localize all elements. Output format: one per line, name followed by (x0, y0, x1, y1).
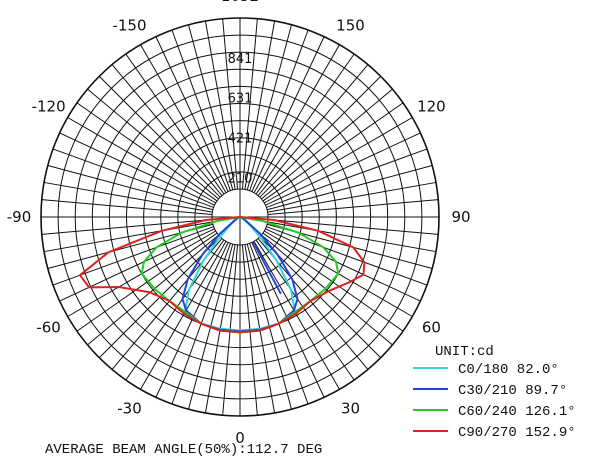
grid-spoke (76, 102, 218, 202)
grid-spoke (87, 88, 219, 200)
grid-spoke (125, 239, 225, 381)
grid-spoke (111, 64, 223, 196)
grid-spoke (263, 117, 413, 204)
grid-spoke (262, 232, 404, 332)
grid-spoke (125, 53, 225, 195)
angle-tick-label: 60 (422, 319, 441, 337)
grid-spoke (43, 221, 213, 253)
grid-spoke (140, 240, 227, 390)
grid-spoke (52, 148, 214, 208)
legend-label: C60/240 126.1° (458, 404, 576, 420)
angle-tick-label: 0 (235, 429, 245, 447)
angle-tick-label: 120 (417, 98, 446, 116)
angle-tick-label: -60 (36, 319, 61, 337)
angle-tick-label: -120 (32, 98, 66, 116)
grid-spoke (155, 36, 229, 192)
grid-spoke (266, 226, 428, 286)
grid-spoke (98, 75, 221, 198)
angle-tick-label: 90 (451, 208, 470, 226)
grid-spoke (266, 148, 428, 208)
grid-spoke (257, 64, 369, 196)
series-line-3 (79, 216, 366, 334)
grid-spoke (261, 234, 393, 346)
grid-spoke (259, 75, 382, 198)
unit-label: UNIT:cd (435, 344, 494, 360)
grid-spoke (253, 240, 340, 390)
grid-spoke (76, 232, 218, 332)
grid-spoke (47, 165, 214, 211)
grid-spoke (267, 218, 439, 235)
grid-spoke (266, 165, 433, 211)
angle-tick-label: 150 (336, 17, 365, 35)
grid-spoke (249, 29, 309, 191)
legend-label: C30/210 89.7° (458, 383, 567, 399)
grid-spoke (255, 53, 355, 195)
angle-tick-label: -30 (117, 399, 142, 417)
grid-spoke (253, 44, 340, 194)
radial-tick-label: 210 (228, 171, 253, 186)
grid-spoke (59, 228, 215, 302)
grid-spoke (241, 18, 258, 190)
angle-tick-label: -150 (112, 17, 146, 35)
grid-spoke (261, 88, 393, 200)
grid-spoke (267, 221, 437, 253)
legend-label: C90/270 152.9° (458, 425, 576, 441)
series-line-1-marker (252, 241, 282, 295)
series-layer (79, 216, 366, 334)
grid-spoke (267, 199, 439, 216)
grid-spoke (262, 102, 404, 202)
grid-spoke (43, 181, 213, 213)
angle-tick-label: 1052 (221, 0, 259, 5)
grid-spoke (265, 132, 421, 206)
angle-tick-label: -90 (7, 208, 32, 226)
grid-spoke (251, 36, 325, 192)
grid-spoke (171, 29, 231, 191)
grid-spoke (244, 20, 276, 190)
grid-spoke (140, 44, 227, 194)
radial-tick-label: 421 (228, 131, 253, 146)
grid-spoke (59, 132, 215, 206)
grid-spoke (67, 117, 217, 204)
grid-spoke (188, 24, 234, 191)
grid-spoke (267, 181, 437, 213)
legend: C0/180 82.0° C30/210 89.7° C60/240 126.1° C… (413, 362, 576, 441)
grid-spoke (255, 239, 355, 381)
grid-spoke (251, 242, 325, 398)
radial-tick-label: 631 (228, 92, 253, 107)
grid-spoke (87, 234, 219, 346)
grid-spoke (204, 20, 236, 190)
grid-spoke (41, 218, 213, 235)
axis-labels: 0 30 -30 60 -60 90 -90 120 -120 150 -150 1052 210 421… (7, 0, 471, 447)
footer-text: AVERAGE BEAM ANGLE(50%):112.7 DEG (45, 442, 322, 458)
angle-tick-label: 30 (341, 399, 360, 417)
grid-spoke (41, 199, 213, 216)
radial-tick-label: 841 (228, 52, 253, 67)
grid-spoke (265, 228, 421, 302)
legend-label: C0/180 82.0° (458, 362, 559, 378)
grid-spoke (246, 24, 292, 191)
grid-spoke (155, 242, 229, 398)
grid-spoke (222, 18, 239, 190)
